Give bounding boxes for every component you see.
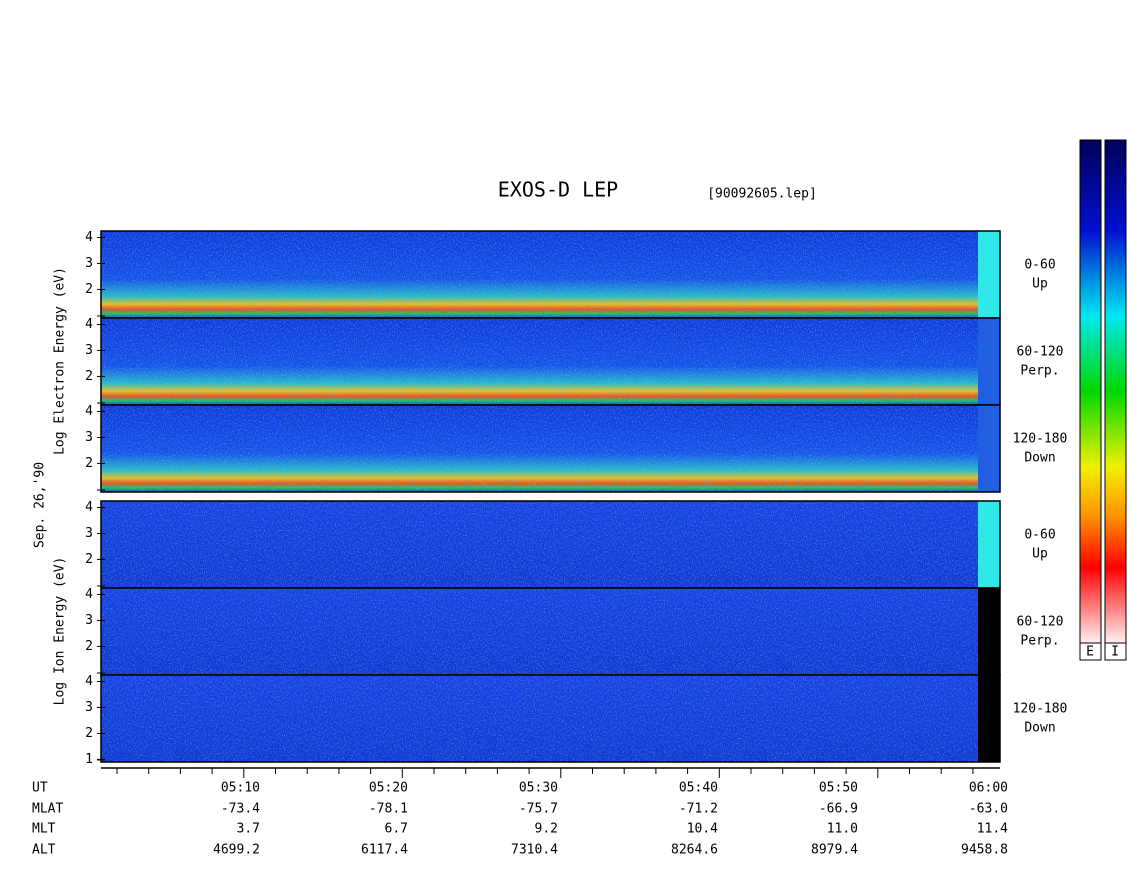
ephemeris-value: -66.9 bbox=[819, 802, 858, 817]
angle-strip bbox=[978, 588, 1000, 675]
ephemeris-value: 4699.2 bbox=[213, 843, 260, 858]
chart-title: EXOS-D LEP bbox=[498, 178, 618, 202]
ephemeris-value: 9458.8 bbox=[961, 843, 1008, 858]
y-tick-label: 3 bbox=[85, 343, 93, 358]
ephemeris-value: -78.1 bbox=[369, 802, 408, 817]
colorbar-box bbox=[1104, 642, 1127, 661]
y-tick-label: 4 bbox=[85, 674, 93, 689]
angle-label: 0-60 bbox=[1024, 258, 1055, 273]
panel-frame bbox=[100, 404, 1001, 493]
ephemeris-value: 05:40 bbox=[679, 781, 718, 796]
y-tick-label: 4 bbox=[85, 587, 93, 602]
y-tick-label: 3 bbox=[85, 613, 93, 628]
ephemeris-value: 10.4 bbox=[687, 822, 718, 837]
ephemeris-value: -73.4 bbox=[221, 802, 260, 817]
y-tick-label: 2 bbox=[85, 726, 93, 741]
spectrogram-noise bbox=[101, 318, 978, 405]
panel-frame bbox=[100, 674, 1001, 763]
y-tick-label: 2 bbox=[85, 369, 93, 384]
y-tick-label: 4 bbox=[85, 317, 93, 332]
y-tick-label: 3 bbox=[85, 430, 93, 445]
y-tick-label: 4 bbox=[85, 500, 93, 515]
ephemeris-value: 05:30 bbox=[519, 781, 558, 796]
y-tick-label: 3 bbox=[85, 700, 93, 715]
y-tick-label: 2 bbox=[85, 639, 93, 654]
angle-label: 60-120 bbox=[1017, 615, 1064, 630]
spectrogram-noise bbox=[101, 501, 978, 588]
y-tick-label: 2 bbox=[85, 456, 93, 471]
direction-label: Perp. bbox=[1020, 364, 1059, 379]
ephemeris-name: UT bbox=[32, 781, 48, 796]
ephemeris-value: 05:10 bbox=[221, 781, 260, 796]
ephemeris-name: MLT bbox=[32, 822, 56, 837]
ephemeris-value: -75.7 bbox=[519, 802, 558, 817]
spectrogram-noise bbox=[101, 405, 978, 492]
spectrogram-noise bbox=[101, 588, 978, 675]
date-label: Sep. 26,'90 bbox=[33, 462, 48, 548]
ephemeris-value: 8264.6 bbox=[671, 843, 718, 858]
ephemeris-name: MLAT bbox=[32, 802, 63, 817]
y-tick-label: 2 bbox=[85, 552, 93, 567]
direction-label: Perp. bbox=[1020, 634, 1059, 649]
colorbar bbox=[1079, 139, 1102, 644]
ephemeris-value: 11.4 bbox=[977, 822, 1008, 837]
angle-label: 120-180 bbox=[1013, 702, 1068, 717]
spectrogram-noise bbox=[101, 675, 978, 762]
angle-strip bbox=[978, 405, 1000, 492]
ephemeris-value: 6117.4 bbox=[361, 843, 408, 858]
file-name: [90092605.lep] bbox=[707, 187, 817, 202]
spectrogram-noise bbox=[101, 231, 978, 318]
ephemeris-value: 8979.4 bbox=[811, 843, 858, 858]
ephemeris-value: 05:50 bbox=[819, 781, 858, 796]
ephemeris-name: ALT bbox=[32, 843, 56, 858]
angle-strip bbox=[978, 318, 1000, 405]
y-tick-label: 1 bbox=[85, 752, 93, 767]
ion-axis-label: Log Ion Energy (eV) bbox=[53, 557, 68, 706]
ephemeris-value: 05:20 bbox=[369, 781, 408, 796]
colorbar-label: E bbox=[1086, 645, 1094, 660]
direction-label: Up bbox=[1032, 547, 1048, 562]
angle-label: 60-120 bbox=[1017, 345, 1064, 360]
y-tick-label: 4 bbox=[85, 404, 93, 419]
ephemeris-value: 11.0 bbox=[827, 822, 858, 837]
ephemeris-value: 7310.4 bbox=[511, 843, 558, 858]
direction-label: Down bbox=[1024, 721, 1055, 736]
colorbars: E I bbox=[1079, 139, 1127, 661]
angle-strip bbox=[978, 501, 1000, 588]
colorbar-box bbox=[1079, 642, 1102, 661]
y-tick-label: 3 bbox=[85, 526, 93, 541]
angle-strip bbox=[978, 675, 1000, 762]
y-tick-label: 4 bbox=[85, 230, 93, 245]
ephemeris-value: -63.0 bbox=[969, 802, 1008, 817]
direction-label: Up bbox=[1032, 277, 1048, 292]
angle-strip bbox=[978, 231, 1000, 318]
colorbar bbox=[1104, 139, 1127, 644]
direction-label: Down bbox=[1024, 451, 1055, 466]
angle-label: 0-60 bbox=[1024, 528, 1055, 543]
electron-axis-label: Log Electron Energy (eV) bbox=[53, 267, 68, 455]
colorbar-label: I bbox=[1111, 645, 1119, 660]
ephemeris-value: 06:00 bbox=[969, 781, 1008, 796]
ephemeris-value: 3.7 bbox=[237, 822, 260, 837]
ephemeris-value: 6.7 bbox=[385, 822, 408, 837]
ephemeris-value: -71.2 bbox=[679, 802, 718, 817]
y-tick-label: 3 bbox=[85, 256, 93, 271]
angle-label: 120-180 bbox=[1013, 432, 1068, 447]
y-tick-label: 2 bbox=[85, 282, 93, 297]
ephemeris-value: 9.2 bbox=[535, 822, 558, 837]
